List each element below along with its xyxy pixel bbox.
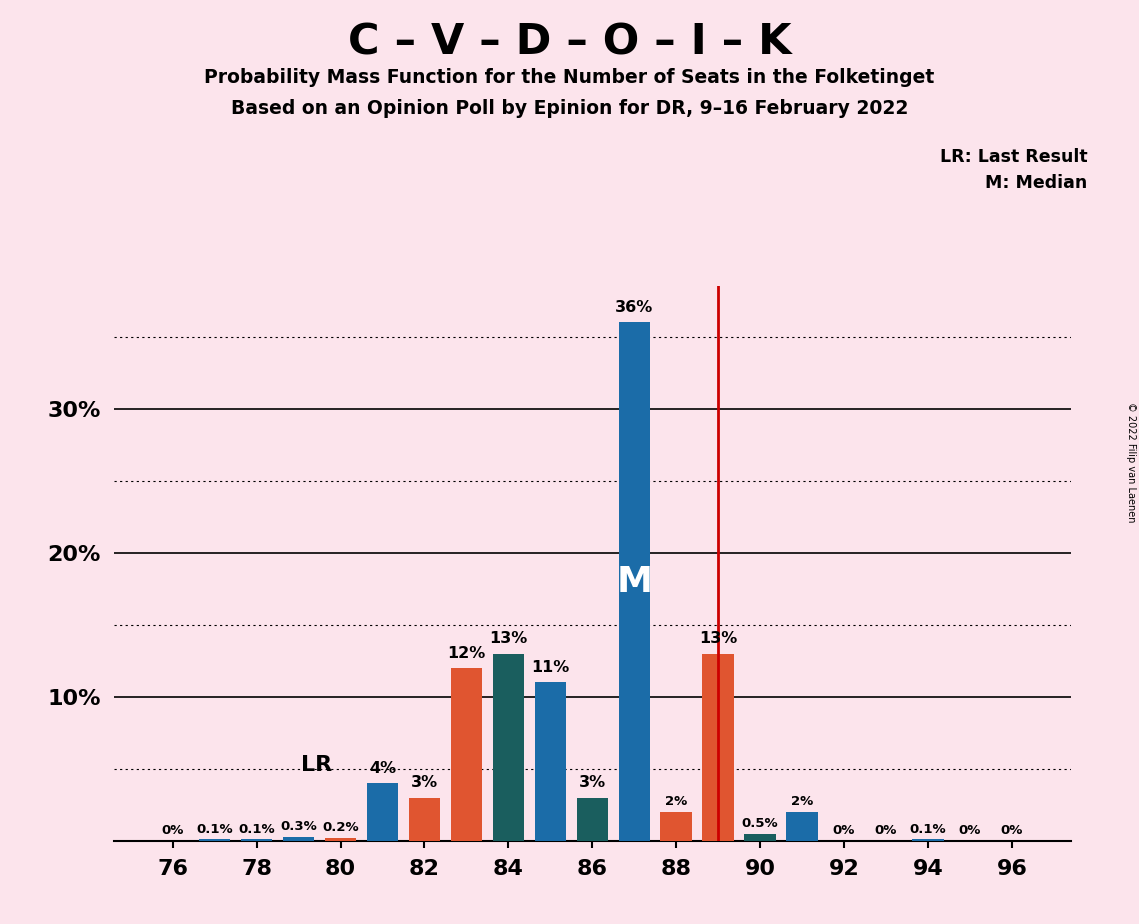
Text: LR: LR <box>301 755 333 774</box>
Text: © 2022 Filip van Laenen: © 2022 Filip van Laenen <box>1126 402 1136 522</box>
Bar <box>576 797 608 841</box>
Text: M: Median: M: Median <box>985 174 1088 191</box>
Text: 0.3%: 0.3% <box>280 820 317 833</box>
Text: 3%: 3% <box>411 775 439 790</box>
Text: 0%: 0% <box>875 824 898 837</box>
Bar <box>534 683 566 841</box>
Bar <box>703 653 734 841</box>
Text: 0%: 0% <box>162 824 183 837</box>
Bar <box>325 838 357 841</box>
Text: M: M <box>616 565 653 599</box>
Bar <box>451 668 482 841</box>
Bar <box>912 839 944 841</box>
Bar <box>786 812 818 841</box>
Text: 2%: 2% <box>790 796 813 808</box>
Text: 0.1%: 0.1% <box>910 822 947 836</box>
Bar <box>199 839 230 841</box>
Text: 12%: 12% <box>448 646 485 661</box>
Text: LR: Last Result: LR: Last Result <box>940 148 1088 165</box>
Text: 4%: 4% <box>369 761 396 776</box>
Text: 0.1%: 0.1% <box>238 822 274 836</box>
Text: 13%: 13% <box>490 631 527 647</box>
Bar <box>661 812 693 841</box>
Bar <box>240 839 272 841</box>
Text: Based on an Opinion Poll by Epinion for DR, 9–16 February 2022: Based on an Opinion Poll by Epinion for … <box>231 99 908 118</box>
Bar <box>618 322 650 841</box>
Text: Probability Mass Function for the Number of Seats in the Folketinget: Probability Mass Function for the Number… <box>204 68 935 88</box>
Text: 0%: 0% <box>959 824 981 837</box>
Text: 36%: 36% <box>615 300 654 315</box>
Text: 0.2%: 0.2% <box>322 821 359 834</box>
Bar <box>367 784 399 841</box>
Text: 3%: 3% <box>579 775 606 790</box>
Bar <box>409 797 440 841</box>
Text: C – V – D – O – I – K: C – V – D – O – I – K <box>347 21 792 63</box>
Bar <box>282 836 314 841</box>
Bar <box>745 833 776 841</box>
Text: 0%: 0% <box>1001 824 1023 837</box>
Text: 13%: 13% <box>699 631 737 647</box>
Text: 0%: 0% <box>833 824 855 837</box>
Bar <box>493 653 524 841</box>
Text: 0.5%: 0.5% <box>741 817 778 830</box>
Text: 2%: 2% <box>665 796 687 808</box>
Text: 11%: 11% <box>531 661 570 675</box>
Text: 0.1%: 0.1% <box>196 822 232 836</box>
